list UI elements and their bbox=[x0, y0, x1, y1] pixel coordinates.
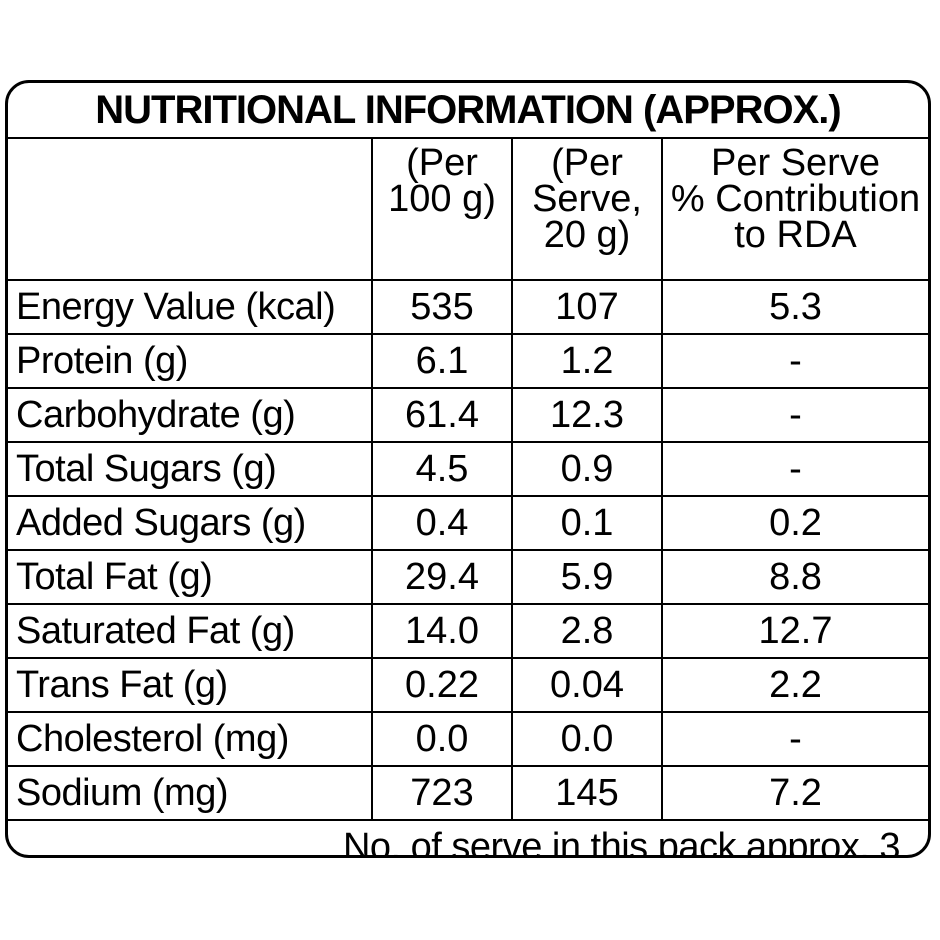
header-line: (Per bbox=[551, 142, 623, 184]
per-serve-value: 0.04 bbox=[511, 657, 663, 713]
nutrient-label: Saturated Fat (g) bbox=[8, 603, 373, 659]
table-row: Sodium (mg) 723 145 7.2 bbox=[8, 765, 928, 820]
header-rda-contribution: Per Serve % Contribution to RDA bbox=[661, 137, 928, 281]
per-serve-value: 0.0 bbox=[511, 711, 663, 767]
per-100g-value: 14.0 bbox=[371, 603, 513, 659]
nutrient-label: Protein (g) bbox=[8, 333, 373, 389]
rda-value: 0.2 bbox=[661, 495, 928, 551]
rda-value: 12.7 bbox=[661, 603, 928, 659]
rda-value: 5.3 bbox=[661, 279, 928, 335]
per-100g-value: 0.4 bbox=[371, 495, 513, 551]
header-line: % Contribution bbox=[670, 178, 921, 220]
per-100g-value: 29.4 bbox=[371, 549, 513, 605]
per-100g-value: 0.22 bbox=[371, 657, 513, 713]
rda-value: - bbox=[661, 441, 928, 497]
per-serve-value: 107 bbox=[511, 279, 663, 335]
rda-value: - bbox=[661, 387, 928, 443]
table-row: Cholesterol (mg) 0.0 0.0- bbox=[8, 711, 928, 767]
table-row: Total Sugars (g) 4.5 0.9- bbox=[8, 441, 928, 497]
per-100g-value: 4.5 bbox=[371, 441, 513, 497]
table-row: Trans Fat (g) 0.22 0.04 2.2 bbox=[8, 657, 928, 713]
nutrition-panel: NUTRITIONAL INFORMATION (APPROX.) (Per 1… bbox=[5, 80, 931, 858]
per-100g-value: 0.0 bbox=[371, 711, 513, 767]
rda-value: 8.8 bbox=[661, 549, 928, 605]
header-row: (Per 100 g) (Per Serve, 20 g) Per Serve … bbox=[8, 137, 928, 281]
table-row: Energy Value (kcal) 535 107 5.3 bbox=[8, 279, 928, 335]
rda-value: - bbox=[661, 333, 928, 389]
nutrient-label: Cholesterol (mg) bbox=[8, 711, 373, 767]
header-line: to RDA bbox=[734, 214, 857, 256]
header-per-100g: (Per 100 g) bbox=[371, 137, 513, 281]
nutrient-label: Total Sugars (g) bbox=[8, 441, 373, 497]
table-row: Carbohydrate (g) 61.4 12.3- bbox=[8, 387, 928, 443]
header-line: 20 g) bbox=[543, 214, 631, 256]
rda-value: - bbox=[661, 711, 928, 767]
table-row: Added Sugars (g) 0.4 0.1 0.2 bbox=[8, 495, 928, 551]
per-serve-value: 145 bbox=[511, 765, 663, 820]
header-line: Per Serve bbox=[711, 142, 880, 184]
nutrient-label: Added Sugars (g) bbox=[8, 495, 373, 551]
table-row: Protein (g) 6.1 1.2- bbox=[8, 333, 928, 389]
per-100g-value: 723 bbox=[371, 765, 513, 820]
header-blank bbox=[8, 137, 373, 281]
per-serve-value: 1.2 bbox=[511, 333, 663, 389]
table-row: Total Fat (g) 29.4 5.9 8.8 bbox=[8, 549, 928, 605]
per-100g-value: 535 bbox=[371, 279, 513, 335]
header-line: 100 g) bbox=[388, 178, 496, 220]
per-serve-value: 0.9 bbox=[511, 441, 663, 497]
per-serve-value: 2.8 bbox=[511, 603, 663, 659]
rda-value: 7.2 bbox=[661, 765, 928, 820]
title-row: NUTRITIONAL INFORMATION (APPROX.) bbox=[8, 83, 928, 139]
rda-value: 2.2 bbox=[661, 657, 928, 713]
nutrition-table: NUTRITIONAL INFORMATION (APPROX.) (Per 1… bbox=[8, 83, 928, 855]
per-100g-value: 6.1 bbox=[371, 333, 513, 389]
per-serve-value: 0.1 bbox=[511, 495, 663, 551]
header-per-serve: (Per Serve, 20 g) bbox=[511, 137, 663, 281]
nutrient-label: Total Fat (g) bbox=[8, 549, 373, 605]
nutrient-label: Energy Value (kcal) bbox=[8, 279, 373, 335]
footer-row: No. of serve in this pack approx. 3 bbox=[8, 819, 928, 855]
nutrient-label: Sodium (mg) bbox=[8, 765, 373, 820]
table-title: NUTRITIONAL INFORMATION (APPROX.) bbox=[8, 83, 928, 139]
nutrient-label: Trans Fat (g) bbox=[8, 657, 373, 713]
header-line: Serve, bbox=[532, 178, 642, 220]
header-line: (Per bbox=[406, 142, 478, 184]
serves-note: No. of serve in this pack approx. 3 bbox=[8, 819, 928, 855]
per-100g-value: 61.4 bbox=[371, 387, 513, 443]
per-serve-value: 12.3 bbox=[511, 387, 663, 443]
nutrient-label: Carbohydrate (g) bbox=[8, 387, 373, 443]
table-row: Saturated Fat (g) 14.0 2.8 12.7 bbox=[8, 603, 928, 659]
per-serve-value: 5.9 bbox=[511, 549, 663, 605]
